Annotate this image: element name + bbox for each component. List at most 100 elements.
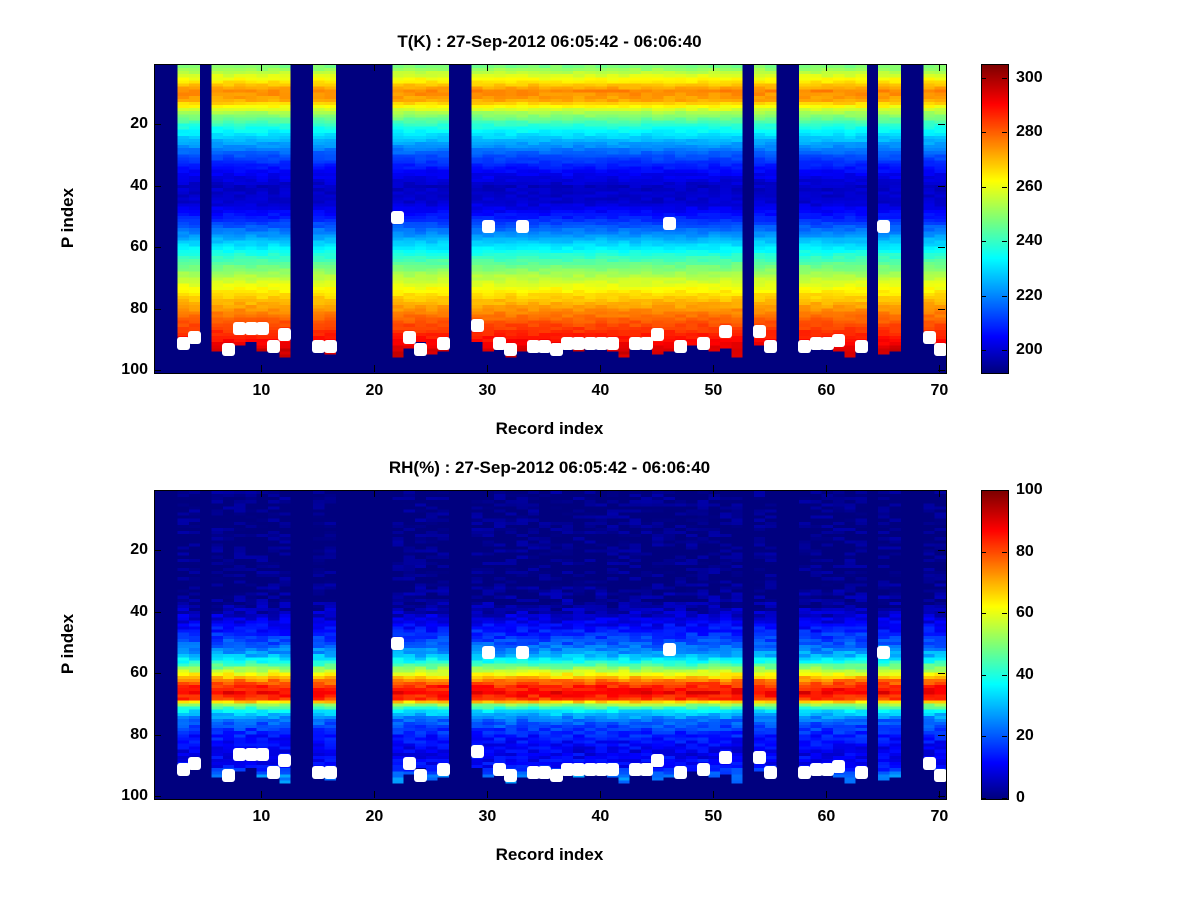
colorbar-tick-label: 240: [1016, 232, 1043, 250]
xtick-mark-top: [600, 490, 602, 497]
ytick-mark: [154, 185, 161, 187]
colorbar-tick-label: 260: [1016, 177, 1043, 195]
ytick-label: 100: [121, 361, 148, 379]
ytick-mark: [154, 550, 161, 552]
colorbar-tick-mark: [981, 186, 986, 188]
colorbar-tick-mark: [981, 798, 986, 799]
xtick-mark-top: [939, 490, 941, 497]
heatmap-canvas-relative-humidity: [155, 491, 946, 799]
colorbar-tick-label: 200: [1016, 341, 1043, 359]
colorbar-tick-mark-right: [1002, 295, 1007, 297]
ytick-mark-right: [938, 734, 945, 736]
colorbar-tick-mark: [981, 132, 986, 134]
xtick-mark-top: [374, 64, 376, 71]
colorbar-tick-mark-right: [1002, 674, 1007, 676]
colorbar-tick-label: 100: [1016, 481, 1043, 498]
colorbar-temperature: [981, 64, 1009, 374]
colorbar-tick-mark: [981, 613, 986, 615]
ytick-mark: [154, 796, 161, 798]
colorbar-tick-label: 60: [1016, 604, 1034, 622]
ytick-mark: [154, 308, 161, 310]
xtick-mark: [374, 791, 376, 798]
xtick-label: 20: [365, 382, 384, 399]
xtick-mark: [826, 365, 828, 372]
xtick-mark: [261, 791, 263, 798]
colorbar-tick-mark: [981, 551, 986, 553]
xtick-mark-top: [826, 64, 828, 71]
xtick-mark: [600, 791, 602, 798]
xtick-mark: [487, 791, 489, 798]
xtick-label: 50: [704, 808, 723, 825]
ytick-mark: [154, 124, 161, 126]
xtick-mark-top: [713, 64, 715, 71]
xtick-mark-top: [261, 490, 263, 497]
ytick-mark-right: [938, 796, 945, 798]
xtick-mark: [487, 365, 489, 372]
xtick-label: 40: [591, 382, 610, 399]
ytick-label: 100: [121, 787, 148, 805]
xlabel-relative-humidity: Record index: [495, 845, 604, 864]
xlabel-temperature: Record index: [495, 419, 604, 438]
colorbar-tick-mark: [981, 490, 986, 491]
ytick-label: 60: [130, 664, 148, 682]
colorbar-tick-mark: [981, 736, 986, 738]
xtick-mark-top: [826, 490, 828, 497]
colorbar-tick-mark: [981, 295, 986, 297]
colorbar-tick-label: 0: [1016, 789, 1025, 806]
ytick-label: 80: [130, 299, 148, 317]
xtick-mark-top: [600, 64, 602, 71]
ytick-mark: [154, 247, 161, 249]
xtick-mark: [374, 365, 376, 372]
xtick-label: 10: [252, 382, 271, 399]
colorbar-tick-label: 300: [1016, 68, 1043, 86]
xtick-mark-top: [261, 64, 263, 71]
colorbar-canvas-temperature: [982, 65, 1008, 373]
xtick-label: 40: [591, 808, 610, 825]
heatmap-canvas-temperature: [155, 65, 946, 373]
colorbar-tick-mark: [981, 350, 986, 352]
ytick-mark: [154, 673, 161, 675]
xtick-label: 70: [930, 808, 949, 825]
xtick-label: 20: [365, 808, 384, 825]
ytick-mark-right: [938, 247, 945, 249]
xtick-mark: [939, 791, 941, 798]
xtick-mark-top: [487, 490, 489, 497]
colorbar-tick-mark-right: [1002, 241, 1007, 243]
xtick-mark: [261, 365, 263, 372]
xtick-mark: [713, 365, 715, 372]
xtick-label: 50: [704, 382, 723, 399]
xtick-label: 30: [478, 808, 497, 825]
xtick-label: 60: [817, 382, 836, 399]
ytick-mark-right: [938, 550, 945, 552]
ytick-mark-right: [938, 673, 945, 675]
xtick-mark-top: [713, 490, 715, 497]
ytick-mark-right: [938, 185, 945, 187]
ytick-mark: [154, 734, 161, 736]
panel-title-temperature: T(K) : 27-Sep-2012 06:05:42 - 06:06:40: [397, 32, 702, 51]
colorbar-tick-mark-right: [1002, 551, 1007, 553]
colorbar-canvas-relative-humidity: [982, 491, 1008, 799]
xtick-mark: [600, 365, 602, 372]
xtick-label: 30: [478, 382, 497, 399]
xtick-mark-top: [939, 64, 941, 71]
ytick-mark-right: [938, 124, 945, 126]
colorbar-tick-mark-right: [1002, 736, 1007, 738]
ytick-mark-right: [938, 308, 945, 310]
axes-relative-humidity: [154, 490, 947, 800]
xtick-label: 10: [252, 808, 271, 825]
colorbar-tick-mark: [981, 241, 986, 243]
ytick-label: 20: [130, 115, 148, 133]
ytick-label: 60: [130, 238, 148, 256]
ytick-label: 40: [130, 176, 148, 194]
colorbar-tick-mark: [981, 77, 986, 79]
colorbar-tick-mark-right: [1002, 490, 1007, 491]
ytick-label: 20: [130, 541, 148, 559]
colorbar-tick-label: 20: [1016, 727, 1034, 745]
xtick-mark: [939, 365, 941, 372]
colorbar-tick-mark-right: [1002, 613, 1007, 615]
panel-title-relative-humidity: RH(%) : 27-Sep-2012 06:05:42 - 06:06:40: [388, 458, 711, 477]
xtick-mark: [826, 791, 828, 798]
ytick-label: 40: [130, 602, 148, 620]
axes-temperature: [154, 64, 947, 374]
